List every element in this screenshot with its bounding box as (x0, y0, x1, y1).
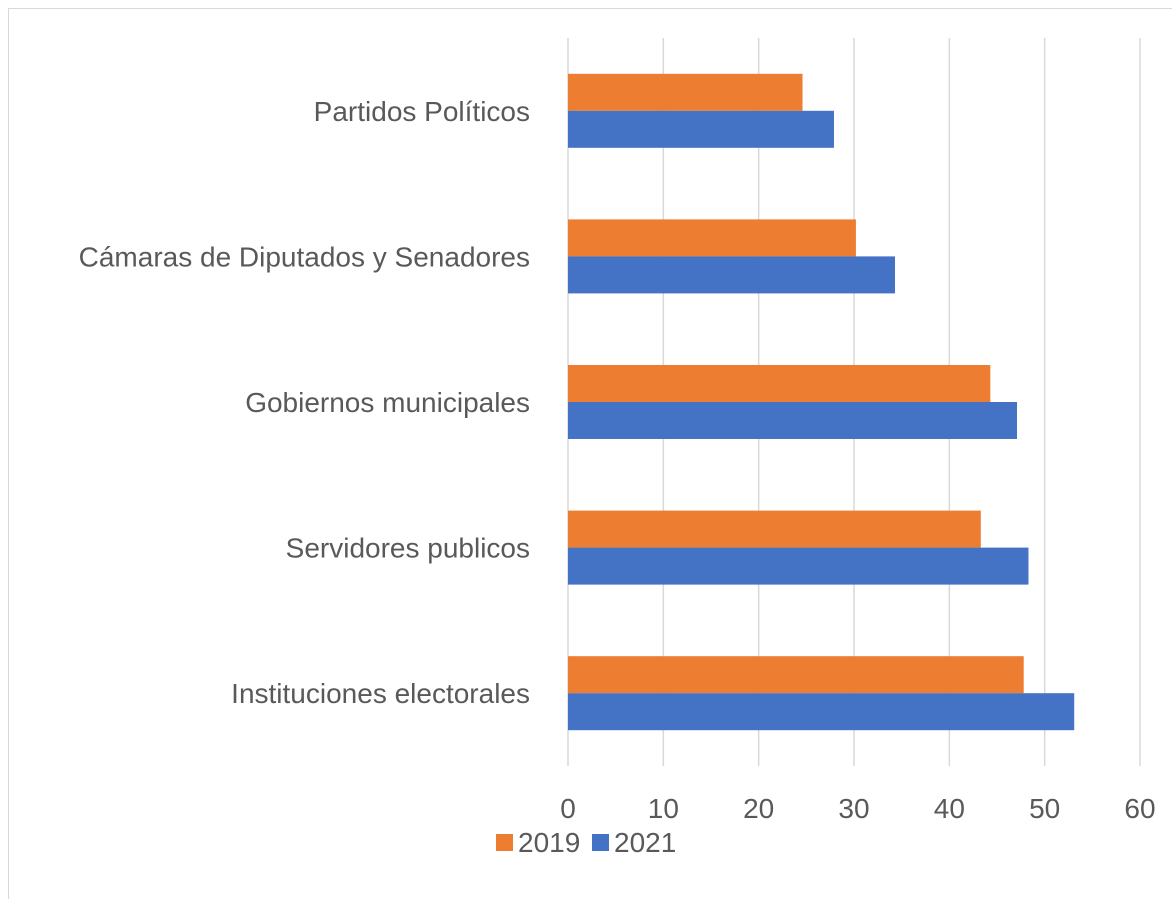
bar-2021-3 (568, 547, 1029, 585)
category-label: Gobiernos municipales (245, 387, 530, 418)
legend-swatch-2019 (496, 834, 513, 851)
chart-frame (8, 8, 1172, 899)
legend-label-2021: 2021 (614, 827, 676, 858)
bar-2019-0 (568, 73, 803, 111)
bar-2021-0 (568, 110, 834, 148)
bar-2021-1 (568, 256, 895, 294)
x-tick-label: 30 (838, 793, 869, 824)
bar-2019-2 (568, 365, 991, 402)
bar-2019-1 (568, 219, 856, 257)
category-label: Cámaras de Diputados y Senadores (79, 241, 530, 272)
x-tick-label: 0 (560, 793, 576, 824)
bar-2019-3 (568, 510, 981, 548)
x-tick-label: 40 (934, 793, 965, 824)
category-label: Partidos Políticos (314, 96, 530, 127)
x-tick-label: 10 (648, 793, 679, 824)
category-label: Instituciones electorales (231, 678, 530, 709)
bar-2021-4 (568, 693, 1075, 731)
x-tick-label: 60 (1124, 793, 1155, 824)
x-tick-label: 50 (1029, 793, 1060, 824)
x-tick-label: 20 (743, 793, 774, 824)
bar-2021-2 (568, 402, 1018, 439)
category-label: Servidores publicos (286, 533, 530, 564)
bar-2019-4 (568, 656, 1024, 694)
legend-swatch-2021 (592, 834, 609, 851)
legend-label-2019: 2019 (518, 827, 580, 858)
